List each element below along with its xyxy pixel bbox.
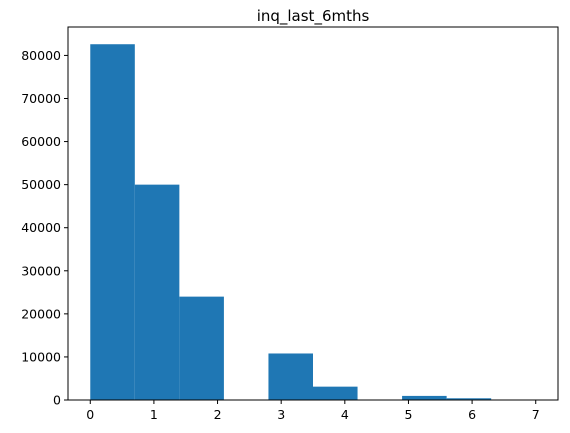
y-tick-label: 10000 <box>21 349 61 364</box>
x-tick-label: 2 <box>214 407 222 422</box>
y-tick-label: 60000 <box>21 134 61 149</box>
x-tick-label: 0 <box>86 407 94 422</box>
histogram-bar-8 <box>446 398 492 400</box>
x-tick-label: 7 <box>532 407 540 422</box>
y-tick-label: 0 <box>53 393 61 408</box>
histogram-bar-0 <box>90 44 135 400</box>
y-tick-label: 30000 <box>21 263 61 278</box>
histogram-bar-1 <box>134 184 180 400</box>
y-tick-label: 20000 <box>21 306 61 321</box>
histogram-bar-5 <box>313 386 358 400</box>
histogram-bar-7 <box>402 395 447 400</box>
x-tick-label: 6 <box>468 407 476 422</box>
histogram-bar-2 <box>179 296 224 400</box>
chart-title: inq_last_6mths <box>257 7 370 26</box>
y-axis-ticks: 0 10000 20000 30000 40000 50000 60000 70000 8000… <box>21 48 68 408</box>
x-tick-label: 4 <box>341 407 349 422</box>
plot-frame <box>67 26 559 401</box>
x-axis-ticks: 0 1 2 3 4 5 6 7 <box>86 400 540 422</box>
x-tick-label: 5 <box>404 407 412 422</box>
y-tick-label: 40000 <box>21 220 61 235</box>
y-tick-label: 70000 <box>21 91 61 106</box>
y-tick-label: 80000 <box>21 48 61 63</box>
y-tick-label: 50000 <box>21 177 61 192</box>
x-tick-label: 3 <box>277 407 285 422</box>
x-tick-label: 1 <box>150 407 158 422</box>
bars-group <box>90 44 536 400</box>
histogram-bar-4 <box>268 353 313 400</box>
